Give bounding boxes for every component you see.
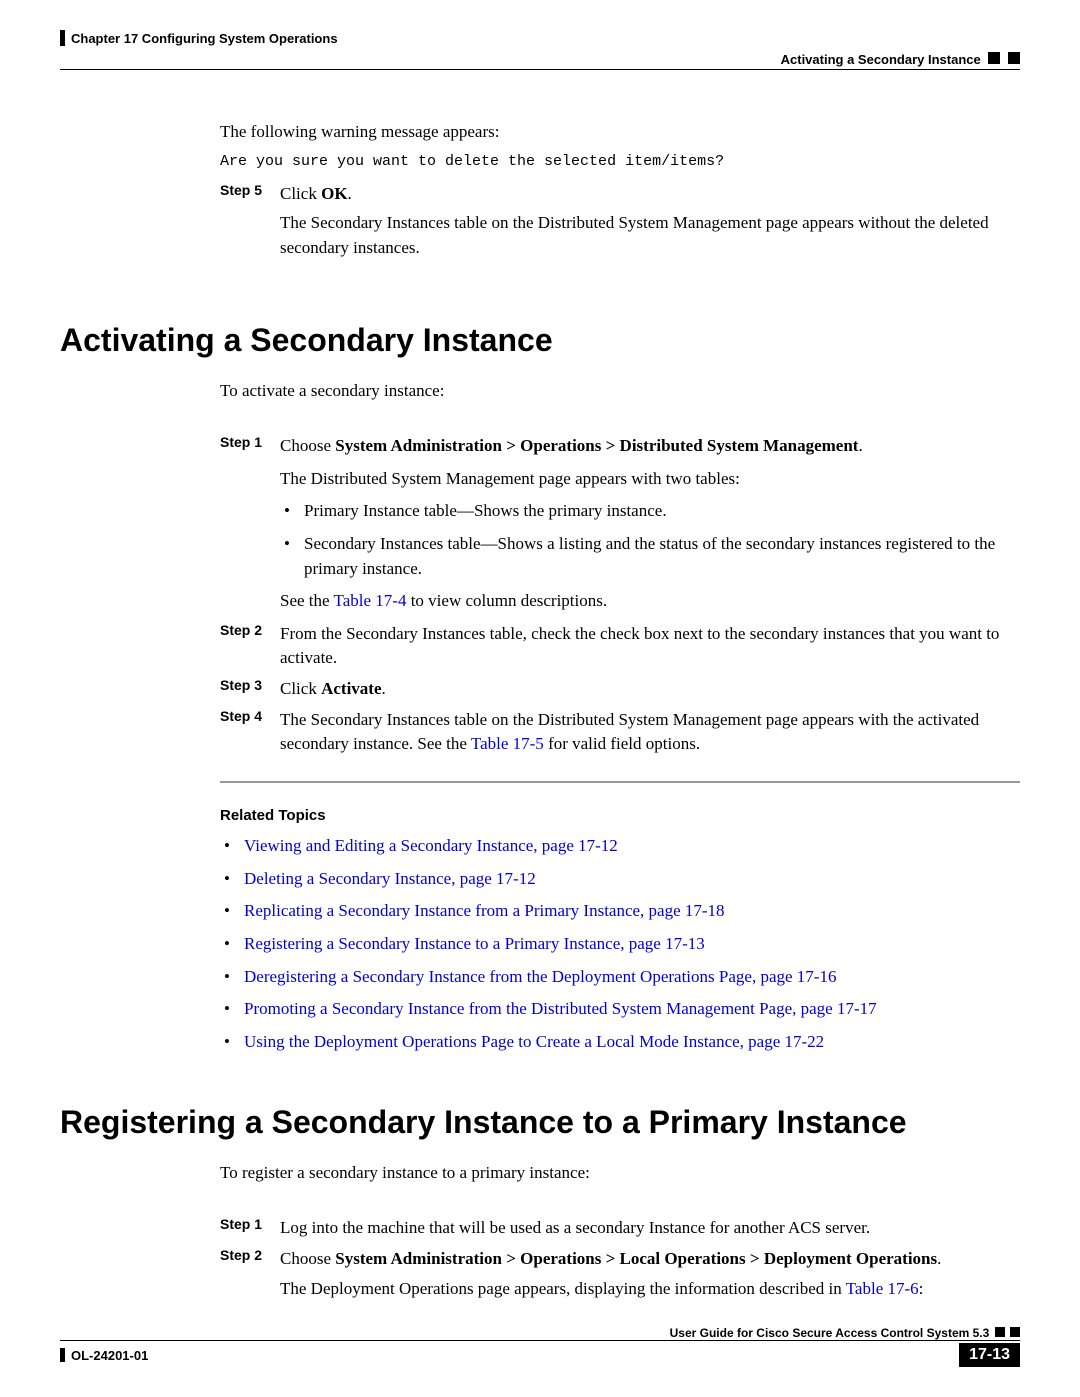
table-link[interactable]: Table 17-6 [846, 1279, 919, 1298]
step-label: Step 1 [220, 1216, 280, 1241]
list-item: Secondary Instances table—Shows a listin… [304, 532, 1020, 581]
header-square-icon [1008, 52, 1020, 64]
step-body: From the Secondary Instances table, chec… [280, 622, 1020, 671]
divider [220, 781, 1020, 783]
step-label: Step 1 [220, 434, 280, 616]
footer-bar-icon [60, 1348, 65, 1362]
step-body: Log into the machine that will be used a… [280, 1216, 1020, 1241]
section-heading-registering: Registering a Secondary Instance to a Pr… [60, 1104, 1020, 1141]
warning-intro: The following warning message appears: [220, 120, 1020, 145]
related-topic-link[interactable]: Deregistering a Secondary Instance from … [244, 965, 1020, 990]
step-label: Step 4 [220, 708, 280, 757]
warning-message: Are you sure you want to delete the sele… [220, 151, 1020, 173]
section-heading-activating: Activating a Secondary Instance [60, 322, 1020, 359]
list-item: Primary Instance table—Shows the primary… [304, 499, 1020, 524]
related-topic-link[interactable]: Deleting a Secondary Instance, page 17-1… [244, 867, 1020, 892]
related-topic-link[interactable]: Registering a Secondary Instance to a Pr… [244, 932, 1020, 957]
step-body: Click Activate. [280, 677, 1020, 702]
related-topic-link[interactable]: Viewing and Editing a Secondary Instance… [244, 834, 1020, 859]
related-topic-link[interactable]: Promoting a Secondary Instance from the … [244, 997, 1020, 1022]
table-link[interactable]: Table 17-5 [471, 734, 544, 753]
step-body: Choose System Administration > Operation… [280, 434, 1020, 616]
section-lead: To activate a secondary instance: [220, 379, 1020, 404]
header-bar-icon [60, 30, 65, 46]
section-lead: To register a secondary instance to a pr… [220, 1161, 1020, 1186]
step-label: Step 5 [220, 182, 280, 262]
header-square-icon [988, 52, 1000, 64]
footer-doc-id: OL-24201-01 [71, 1348, 148, 1363]
related-topics-heading: Related Topics [220, 807, 1020, 824]
footer-guide-title: User Guide for Cisco Secure Access Contr… [670, 1326, 990, 1340]
related-topic-link[interactable]: Replicating a Secondary Instance from a … [244, 899, 1020, 924]
step-label: Step 2 [220, 622, 280, 671]
step-body: The Secondary Instances table on the Dis… [280, 708, 1020, 757]
step-body: Click OK. The Secondary Instances table … [280, 182, 1020, 262]
page-number-badge: 17-13 [959, 1343, 1020, 1367]
footer-square-icon [995, 1327, 1005, 1337]
section-running-head: Activating a Secondary Instance [781, 52, 981, 67]
page-header: Chapter 17 Configuring System Operations [60, 30, 1020, 46]
chapter-label: Chapter 17 Configuring System Operations [71, 31, 338, 46]
footer-square-icon [1010, 1327, 1020, 1337]
table-link[interactable]: Table 17-4 [334, 591, 407, 610]
page-footer: User Guide for Cisco Secure Access Contr… [60, 1324, 1020, 1367]
step-label: Step 2 [220, 1247, 280, 1304]
step-body: Choose System Administration > Operation… [280, 1247, 1020, 1304]
step-label: Step 3 [220, 677, 280, 702]
related-topic-link[interactable]: Using the Deployment Operations Page to … [244, 1030, 1020, 1055]
